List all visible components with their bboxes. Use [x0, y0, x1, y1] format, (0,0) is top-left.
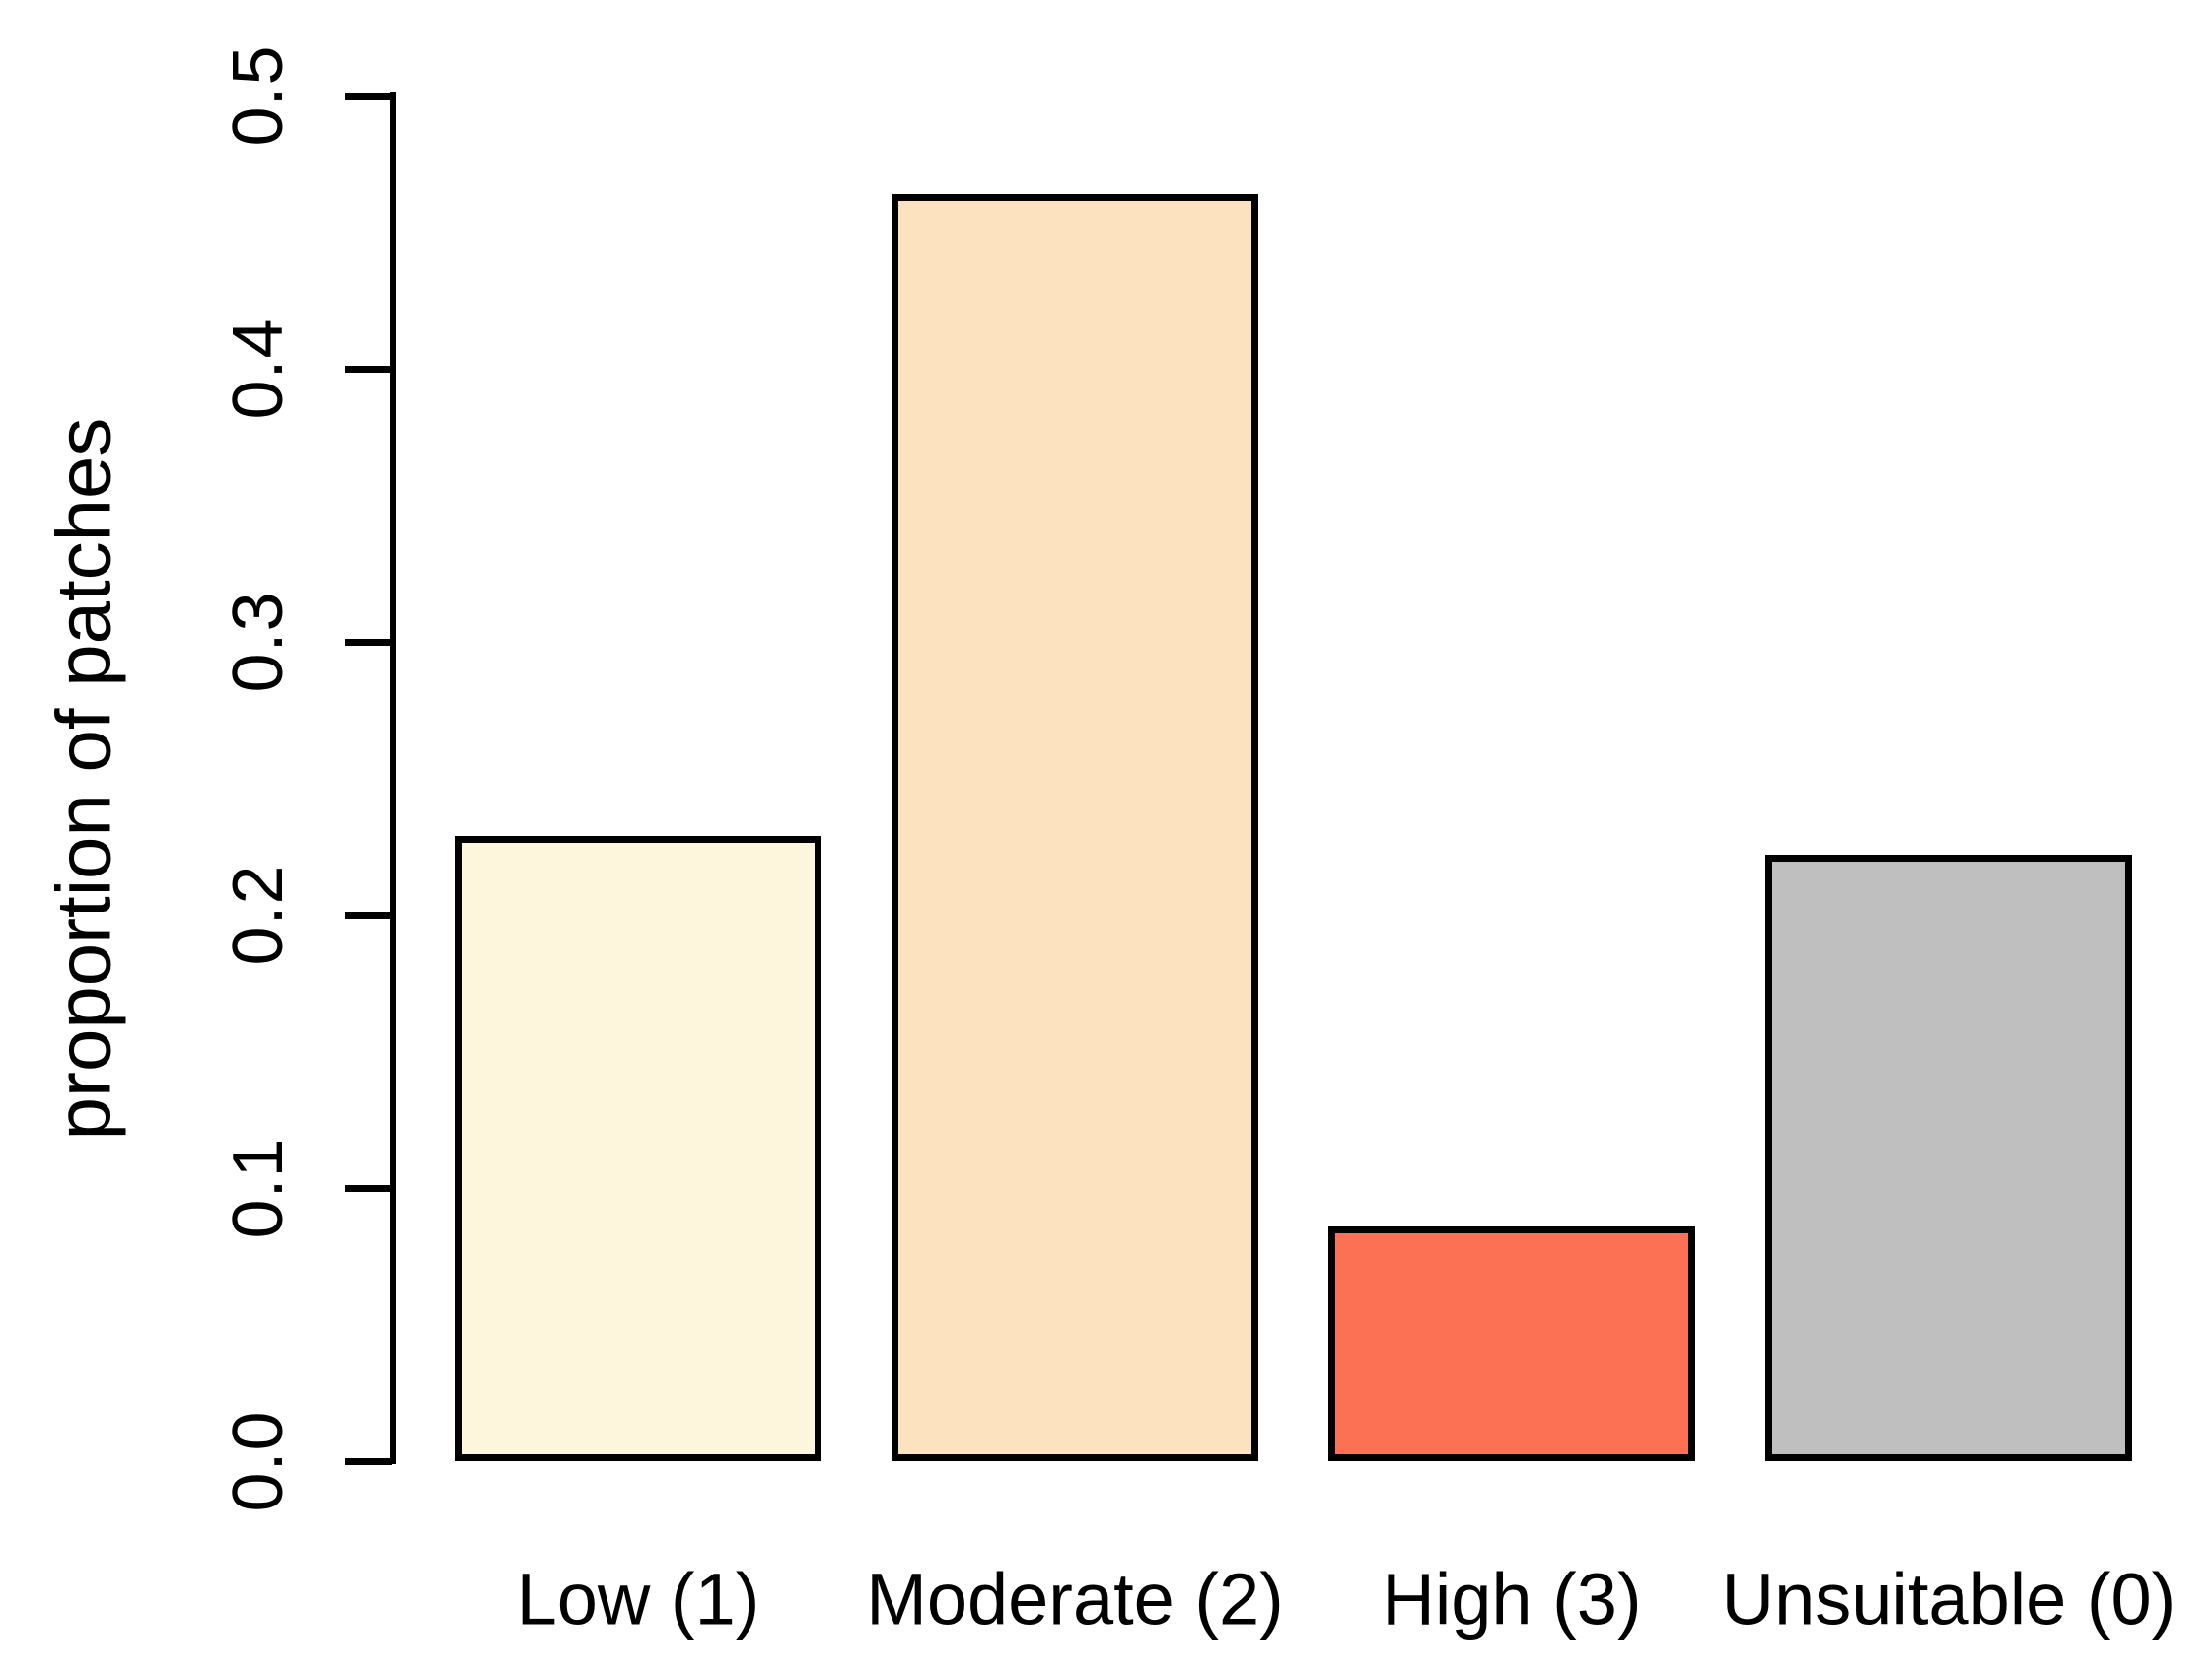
y-axis-title: proportion of patches	[39, 417, 127, 1140]
y-tick-label-0-3: 0.3	[219, 591, 298, 693]
y-tick-mark-0-5	[345, 93, 392, 100]
x-category-label-moderate-2: Moderate (2)	[866, 1558, 1284, 1641]
bar-unsuitable-0	[1765, 855, 2132, 1461]
y-tick-mark-0-0	[345, 1458, 392, 1465]
x-category-label-low-1: Low (1)	[516, 1558, 760, 1641]
y-axis-line	[390, 92, 396, 1464]
bar-low-1	[455, 835, 821, 1461]
y-tick-label-0-4: 0.4	[219, 317, 298, 420]
x-category-label-high-3: High (3)	[1382, 1558, 1642, 1641]
y-tick-mark-0-1	[345, 1185, 392, 1192]
y-tick-mark-0-2	[345, 912, 392, 919]
bar-high-3	[1328, 1225, 1695, 1461]
y-tick-label-0-0: 0.0	[219, 1410, 298, 1512]
bar-moderate-2	[892, 193, 1258, 1461]
y-tick-mark-0-4	[345, 366, 392, 373]
y-tick-label-0-1: 0.1	[219, 1137, 298, 1239]
y-tick-label-0-2: 0.2	[219, 864, 298, 966]
y-tick-label-0-5: 0.5	[219, 44, 298, 147]
y-tick-mark-0-3	[345, 639, 392, 646]
x-category-label-unsuitable-0: Unsuitable (0)	[1721, 1558, 2176, 1641]
